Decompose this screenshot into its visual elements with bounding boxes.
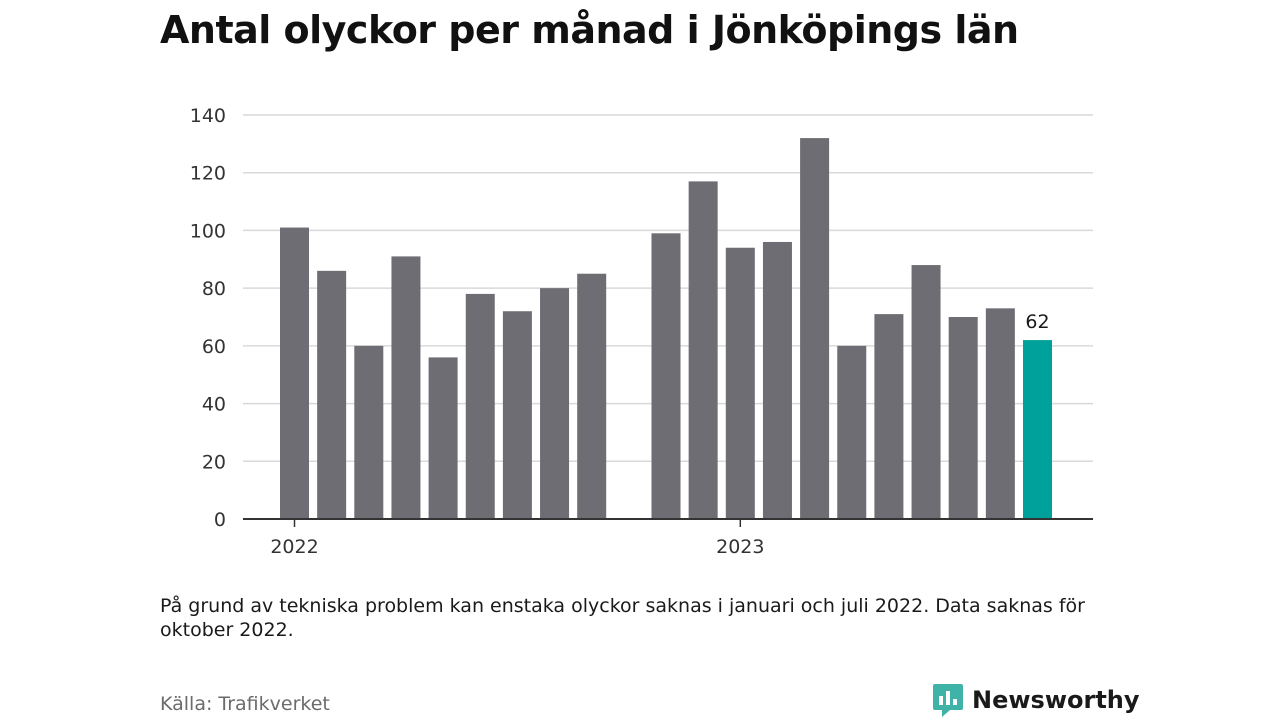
bar-chart: 0 20 40 60 80 100 120 140 2022 2023 62 xyxy=(190,105,1093,558)
y-tick-label: 40 xyxy=(202,394,226,416)
bar xyxy=(651,233,681,520)
brand-name: Newsworthy xyxy=(972,686,1140,714)
bar xyxy=(688,181,718,519)
bar xyxy=(502,311,532,519)
y-tick-label: 60 xyxy=(202,336,226,358)
bar xyxy=(577,273,607,519)
bar xyxy=(948,317,978,519)
bar xyxy=(354,345,384,519)
y-tick-label: 20 xyxy=(202,451,226,473)
newsworthy-logo-icon xyxy=(933,684,963,717)
chart-note: På grund av tekniska problem kan enstaka… xyxy=(160,595,1085,641)
y-tick-label: 100 xyxy=(190,220,226,242)
bar xyxy=(391,256,421,519)
bar xyxy=(540,288,570,519)
y-tick-label: 0 xyxy=(214,509,226,531)
data-label: 62 xyxy=(1025,311,1049,333)
y-tick-label: 80 xyxy=(202,278,226,300)
bar-highlighted xyxy=(1023,340,1052,519)
bar xyxy=(280,227,309,520)
bar xyxy=(911,265,941,519)
newsworthy-brand[interactable]: Newsworthy xyxy=(932,682,1140,718)
y-tick-label: 140 xyxy=(190,105,226,127)
chart-title: Antal olyckor per månad i Jönköpings län xyxy=(160,8,1019,52)
bar xyxy=(428,357,458,519)
bar xyxy=(725,247,755,519)
y-tick-label: 120 xyxy=(190,163,226,185)
bar xyxy=(317,270,347,519)
bar xyxy=(985,308,1015,519)
x-tick-label: 2023 xyxy=(716,536,764,558)
bar xyxy=(465,293,495,519)
bar xyxy=(837,345,867,519)
x-tick-label: 2022 xyxy=(270,536,318,558)
bar xyxy=(762,241,792,519)
source-text: Källa: Trafikverket xyxy=(160,693,330,715)
bar xyxy=(800,138,830,520)
bar xyxy=(874,314,904,519)
